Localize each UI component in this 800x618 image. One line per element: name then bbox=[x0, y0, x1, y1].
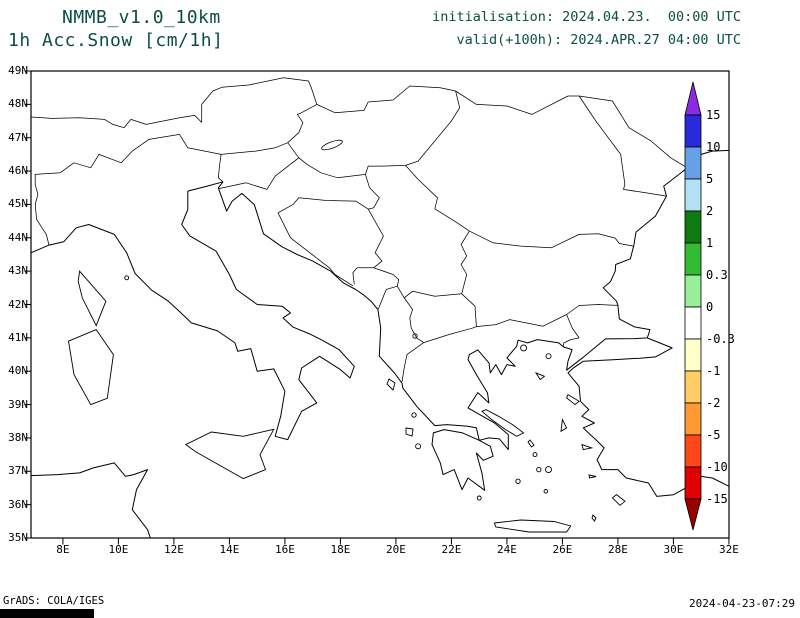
footer-black-bar bbox=[0, 609, 94, 618]
colorbar-tick-label: 0 bbox=[706, 300, 714, 314]
colorbar-tick-label: -1 bbox=[706, 364, 721, 378]
colorbar-segment bbox=[684, 242, 702, 276]
colorbar-segment bbox=[684, 178, 702, 212]
model-title: NMMB_v1.0_10km bbox=[62, 7, 221, 28]
colorbar-tick-label: 1 bbox=[706, 236, 714, 250]
colorbar-tick-label: 2 bbox=[706, 204, 714, 218]
lat-label: 44N bbox=[8, 230, 28, 244]
lon-label: 26E bbox=[552, 543, 573, 556]
lon-label: 20E bbox=[385, 543, 406, 556]
colorbar-segment bbox=[684, 114, 702, 148]
colorbar-segment bbox=[684, 434, 702, 468]
country-borders bbox=[30, 77, 688, 382]
colorbar-arrow-bottom bbox=[684, 498, 702, 531]
lon-label: 30E bbox=[663, 543, 684, 556]
lat-label: 46N bbox=[8, 164, 28, 178]
lon-label: 16E bbox=[274, 543, 295, 556]
colorbar-arrow-top bbox=[684, 81, 702, 116]
lon-label: 24E bbox=[496, 543, 517, 556]
lat-label: 48N bbox=[8, 97, 28, 111]
lat-label: 40N bbox=[8, 364, 28, 378]
lon-label: 8E bbox=[56, 543, 70, 556]
map-canvas bbox=[24, 70, 730, 545]
colorbar-segment bbox=[684, 402, 702, 436]
lat-label: 37N bbox=[8, 464, 28, 478]
colorbar-tick-label: 0.3 bbox=[706, 268, 728, 282]
colorbar-segment bbox=[684, 274, 702, 308]
lat-label: 43N bbox=[8, 264, 28, 278]
colorbar-tick-label: -2 bbox=[706, 396, 721, 410]
colorbar-tick-label: -15 bbox=[706, 492, 728, 506]
valid-time-label: valid(+100h): 2024.APR.27 04:00 UTC bbox=[456, 32, 741, 48]
creation-timestamp: 2024-04-23-07:29 bbox=[689, 597, 795, 610]
colorbar-segment bbox=[684, 210, 702, 244]
lat-label: 49N bbox=[8, 64, 28, 77]
lat-label: 38N bbox=[8, 430, 28, 444]
init-time-label: initialisation: 2024.04.23. 00:00 UTC bbox=[432, 9, 741, 25]
colorbar bbox=[684, 81, 702, 531]
lon-label: 14E bbox=[219, 543, 240, 556]
lon-label: 28E bbox=[607, 543, 628, 556]
lake-ohrid bbox=[412, 333, 418, 339]
colorbar-tick-label: -10 bbox=[706, 460, 728, 474]
colorbar-segment bbox=[684, 306, 702, 340]
coastlines bbox=[30, 149, 730, 539]
colorbar-segment bbox=[684, 466, 702, 500]
lat-label: 41N bbox=[8, 330, 28, 344]
lon-label: 10E bbox=[108, 543, 129, 556]
colorbar-tick-label: -5 bbox=[706, 428, 721, 442]
lon-label: 12E bbox=[163, 543, 184, 556]
lat-label: 35N bbox=[8, 531, 28, 544]
lat-label: 36N bbox=[8, 497, 28, 511]
lake-balaton bbox=[321, 139, 343, 151]
axis-ticks bbox=[24, 70, 730, 545]
colorbar-segment bbox=[684, 370, 702, 404]
colorbar-tick-label: -0.3 bbox=[706, 332, 735, 346]
lat-label: 39N bbox=[8, 397, 28, 411]
colorbar-tick-label: 10 bbox=[706, 140, 721, 154]
product-title: 1h Acc.Snow [cm/1h] bbox=[8, 30, 224, 51]
colorbar-segment bbox=[684, 338, 702, 372]
colorbar-tick-label: 5 bbox=[706, 172, 714, 186]
colorbar-tick-label: 15 bbox=[706, 108, 721, 122]
lon-label: 18E bbox=[330, 543, 351, 556]
lat-label: 42N bbox=[8, 297, 28, 311]
lat-label: 45N bbox=[8, 197, 28, 211]
grads-credit: GrADS: COLA/IGES bbox=[3, 595, 105, 607]
lat-label: 47N bbox=[8, 130, 28, 144]
lon-label: 32E bbox=[718, 543, 739, 556]
colorbar-segment bbox=[684, 146, 702, 180]
lon-label: 22E bbox=[441, 543, 462, 556]
